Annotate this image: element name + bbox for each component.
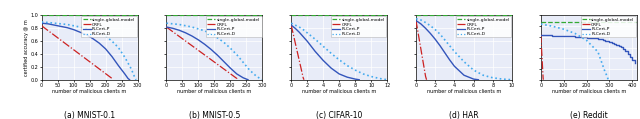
Title: (c) CIFAR-10: (c) CIFAR-10: [316, 111, 362, 119]
Legend: single-global-model, CRFL, FLCert-P, FLCert-D: single-global-model, CRFL, FLCert-P, FLC…: [81, 16, 137, 37]
Title: (d) HAR: (d) HAR: [449, 111, 479, 119]
Title: (a) MNIST-0.1: (a) MNIST-0.1: [64, 111, 115, 119]
Legend: single-global-model, CRFL, FLCert-P, FLCert-D: single-global-model, CRFL, FLCert-P, FLC…: [331, 16, 387, 37]
Title: (e) Reddit: (e) Reddit: [570, 111, 607, 119]
X-axis label: number of malicious clients m: number of malicious clients m: [302, 89, 376, 94]
Y-axis label: certified accuracy @ m: certified accuracy @ m: [24, 19, 29, 76]
Legend: single-global-model, CRFL, FLCert-P, FLCert-D: single-global-model, CRFL, FLCert-P, FLC…: [456, 16, 511, 37]
Legend: single-global-model, CRFL, FLCert-P, FLCert-D: single-global-model, CRFL, FLCert-P, FLC…: [206, 16, 262, 37]
Legend: single-global-model, CRFL, FLCert-P, FLCert-D: single-global-model, CRFL, FLCert-P, FLC…: [580, 16, 636, 37]
X-axis label: number of malicious clients m: number of malicious clients m: [52, 89, 127, 94]
X-axis label: number of malicious clients m: number of malicious clients m: [177, 89, 252, 94]
X-axis label: number of malicious clients m: number of malicious clients m: [427, 89, 501, 94]
X-axis label: number of malicious clients m: number of malicious clients m: [552, 89, 626, 94]
Title: (b) MNIST-0.5: (b) MNIST-0.5: [189, 111, 240, 119]
